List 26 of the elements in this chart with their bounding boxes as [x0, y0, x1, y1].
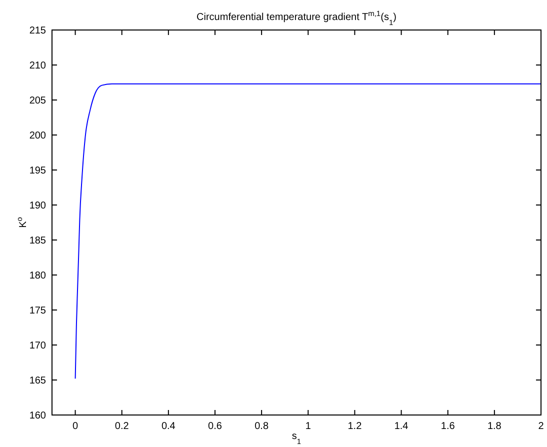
y-tick-label: 175	[29, 306, 46, 316]
line-series	[74, 83, 542, 380]
x-tick-label: 1.6	[440, 421, 456, 432]
x-tick-label: 0	[72, 421, 79, 432]
x-axis-title: s$_{1}$	[292, 431, 302, 446]
y-tick-label: 205	[29, 96, 46, 106]
x-tick-label: 0.8	[254, 421, 269, 432]
y-tick-label: 190	[29, 200, 46, 212]
y-tick-label: 210	[29, 60, 46, 72]
y-tick-label: 180	[29, 270, 46, 282]
x-tick-label: 1.8	[487, 421, 502, 432]
x-tick-label: 1	[305, 421, 312, 432]
y-tick-label: 200	[29, 130, 46, 142]
y-tick-label: 165	[29, 376, 46, 386]
x-tick-label: 0.2	[114, 421, 130, 432]
x-tick-label: 1.4	[394, 421, 409, 432]
y-tick-label: 195	[29, 166, 46, 176]
chart-title: Circumferential temperature gradient T$^{m,1}$(s$_{1}$)	[196, 8, 396, 26]
x-tick-label: 1.2	[348, 421, 362, 432]
y-tick-label: 185	[29, 236, 46, 246]
y-tick-label: 160	[29, 410, 46, 422]
x-tick-label: 0.4	[161, 421, 176, 432]
x-tick-label: 0.6	[208, 421, 222, 432]
y-tick-label: 170	[29, 340, 46, 352]
x-tick-label: 2	[538, 421, 544, 432]
y-tick-label: 215	[29, 26, 46, 36]
